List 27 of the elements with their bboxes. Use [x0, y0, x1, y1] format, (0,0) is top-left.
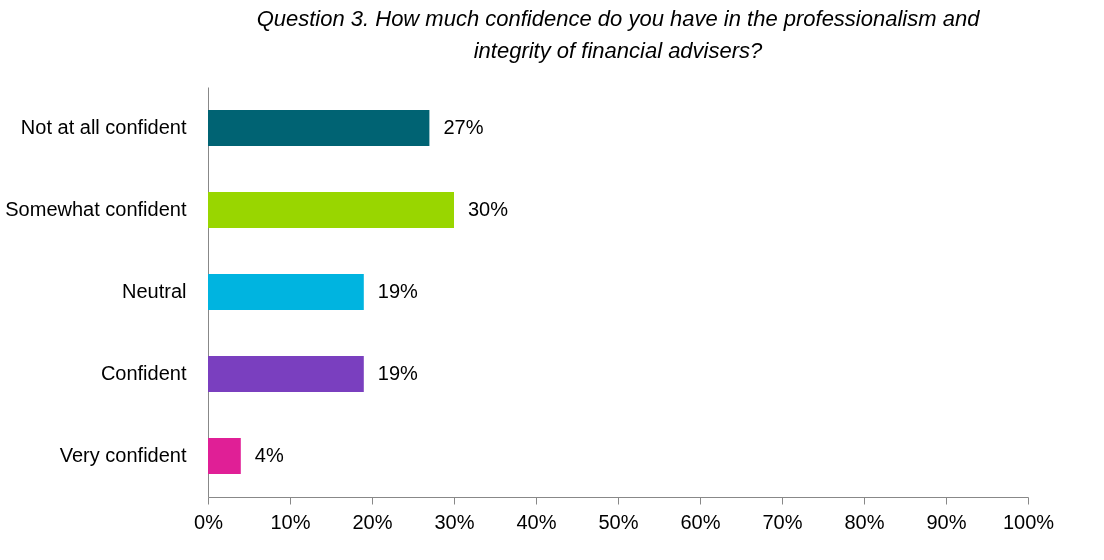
- data-label: 4%: [254, 444, 284, 466]
- x-tick-label: 100%: [1002, 510, 1055, 533]
- bar: [208, 355, 364, 393]
- data-label: 27%: [443, 116, 484, 138]
- x-tick-label: 40%: [516, 510, 557, 533]
- y-tick-label: Not at all confident: [20, 116, 187, 138]
- data-label: 19%: [377, 362, 419, 384]
- bar: [208, 191, 454, 229]
- x-tick-label: 60%: [680, 510, 721, 533]
- y-tick-label: Very confident: [59, 444, 187, 466]
- x-tick-label: 10%: [270, 510, 311, 533]
- x-tick-label: 0%: [194, 510, 224, 533]
- x-tick-label: 70%: [762, 510, 803, 533]
- bar: [208, 437, 241, 475]
- x-tick-label: 30%: [434, 510, 475, 533]
- bar: [208, 109, 430, 147]
- chart-title: Question 3. How much confidence do you have in the professionalism and integrity of financial advisers?: [256, 6, 981, 63]
- x-tick-label: 90%: [926, 510, 967, 533]
- y-tick-label: Confident: [100, 362, 187, 384]
- data-label: 30%: [468, 198, 509, 220]
- x-tick-label: 50%: [598, 510, 639, 533]
- bar: [208, 273, 364, 311]
- y-tick-label: Neutral: [122, 280, 187, 302]
- y-tick-label: Somewhat confident: [5, 198, 187, 220]
- data-label: 19%: [377, 280, 419, 302]
- x-tick-label: 20%: [352, 510, 393, 533]
- x-tick-label: 80%: [844, 510, 885, 533]
